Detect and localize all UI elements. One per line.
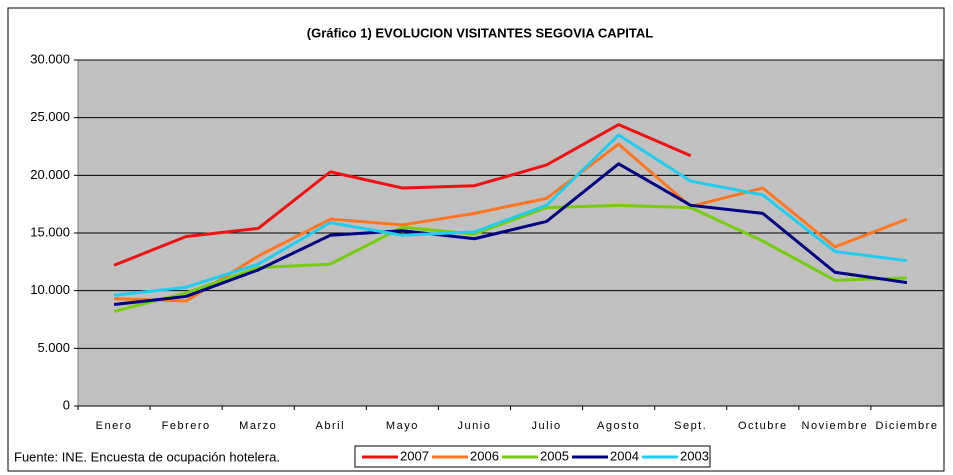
source-note: Fuente: INE. Encuesta de ocupación hotel…	[14, 449, 280, 464]
y-tick-label: 30.000	[30, 51, 70, 66]
y-tick-label: 5.000	[37, 340, 70, 355]
x-tick-label: Diciembre	[875, 420, 938, 432]
series-line	[113, 142, 908, 303]
series-line	[113, 123, 692, 267]
legend-label: 2005	[540, 448, 569, 463]
series-line	[113, 162, 908, 306]
y-tick-label: 20.000	[30, 167, 70, 182]
x-tick-label: Noviembre	[802, 420, 869, 432]
legend-label: 2006	[470, 448, 499, 463]
x-tick-label: Marzo	[239, 420, 277, 432]
x-tick-label: Enero	[96, 420, 133, 432]
series-line	[113, 133, 908, 297]
legend-label: 2004	[610, 448, 639, 463]
x-tick-label: Abril	[316, 420, 346, 432]
y-tick-label: 25.000	[30, 109, 70, 124]
x-tick-label: Julio	[531, 420, 561, 432]
series-line	[113, 203, 908, 313]
y-tick-label: 15.000	[30, 224, 70, 239]
legend-label: 2007	[400, 448, 429, 463]
x-tick-label: Mayo	[386, 420, 419, 432]
x-tick-label: Sept.	[674, 420, 707, 432]
chart-title: (Gráfico 1) EVOLUCION VISITANTES SEGOVIA…	[307, 25, 654, 40]
y-tick-label: 0	[63, 397, 70, 412]
x-tick-label: Octubre	[738, 420, 788, 432]
legend-label: 2003	[680, 448, 709, 463]
y-tick-label: 10.000	[30, 282, 70, 297]
x-tick-label: Febrero	[162, 420, 211, 432]
x-tick-label: Junio	[458, 420, 492, 432]
x-tick-label: Agosto	[597, 420, 640, 432]
